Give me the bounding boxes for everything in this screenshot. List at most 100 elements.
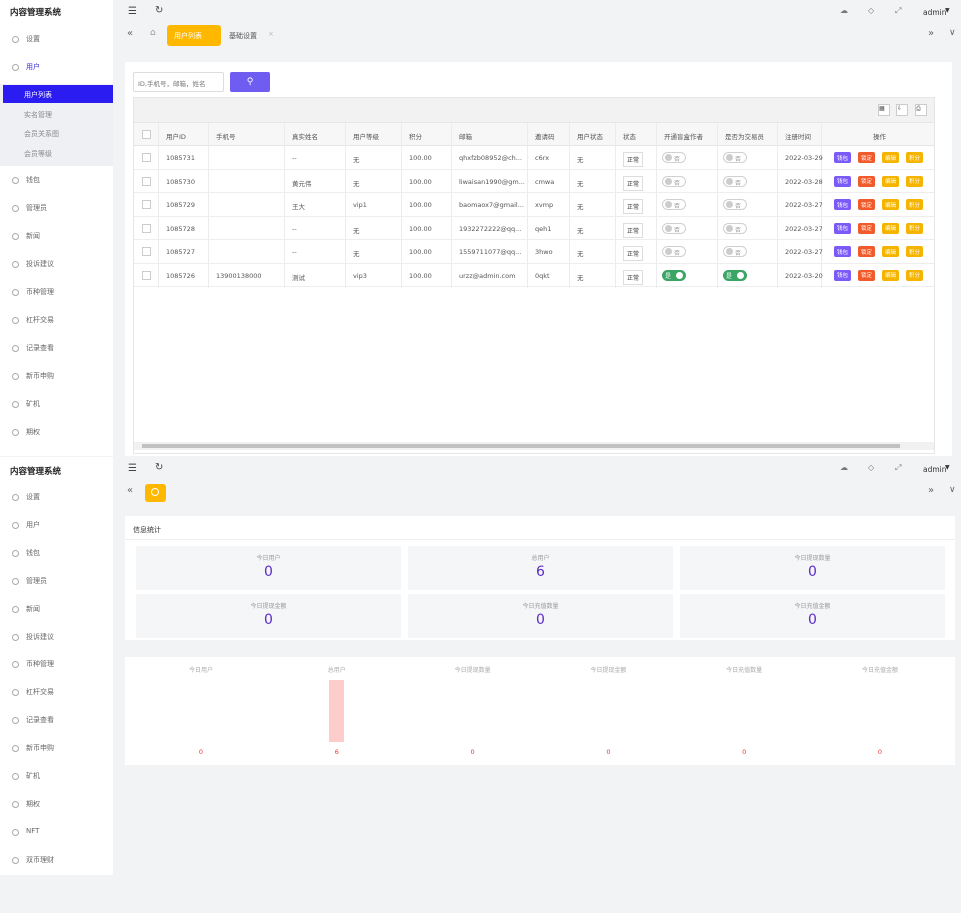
menu-item[interactable]: 杠杆交易: [26, 688, 54, 697]
submenu-item[interactable]: 用户列表: [24, 91, 52, 99]
tab-next[interactable]: »: [928, 485, 935, 496]
menu-item[interactable]: 管理员: [26, 576, 47, 585]
menu-item[interactable]: 记录查看: [26, 344, 54, 352]
submenu-item[interactable]: 会员关系图: [24, 130, 59, 138]
header-icon[interactable]: ☁: [840, 6, 848, 15]
row-checkbox[interactable]: [142, 200, 151, 209]
action-button[interactable]: 编辑: [882, 269, 899, 281]
action-button[interactable]: 钱包: [834, 152, 851, 163]
menu-item[interactable]: 设置: [26, 35, 40, 43]
menu-item[interactable]: 钱包: [26, 176, 40, 184]
action-button[interactable]: 积分: [906, 175, 923, 187]
menu-item[interactable]: 期权: [26, 428, 40, 436]
menu-toggle[interactable]: ☰: [128, 6, 137, 17]
header-icon[interactable]: ⤢: [895, 463, 902, 472]
home-tab[interactable]: ⌂: [150, 28, 156, 38]
action-button[interactable]: 积分: [906, 246, 923, 257]
row-checkbox[interactable]: [142, 223, 151, 233]
menu-item[interactable]: 设置: [26, 493, 40, 501]
tab-next[interactable]: »: [928, 28, 935, 39]
switch[interactable]: 否: [723, 175, 747, 187]
tab-close[interactable]: ×: [268, 30, 274, 38]
switch[interactable]: 是: [662, 269, 686, 281]
action-button[interactable]: 编辑: [882, 222, 899, 234]
tab-prev[interactable]: «: [127, 485, 134, 496]
menu-item[interactable]: 投诉建议: [26, 632, 54, 641]
toolbar-button[interactable]: ⎙: [915, 104, 927, 116]
row-checkbox[interactable]: [142, 153, 151, 162]
switch[interactable]: 否: [723, 246, 747, 257]
menu-item[interactable]: 管理员: [26, 204, 47, 212]
switch[interactable]: 否: [662, 152, 686, 163]
menu-item[interactable]: 用户: [26, 63, 40, 71]
submenu-item[interactable]: 会员等级: [24, 150, 52, 158]
header-icon[interactable]: ☁: [840, 463, 848, 472]
action-button[interactable]: 锁定: [858, 246, 875, 257]
menu-item[interactable]: 币种管理: [26, 660, 54, 669]
search-button[interactable]: ⚲: [230, 72, 270, 92]
action-button[interactable]: 钱包: [834, 175, 851, 187]
action-button[interactable]: 钱包: [834, 199, 851, 210]
switch[interactable]: 否: [662, 246, 686, 257]
search-input[interactable]: ID,手机号，邮箱，姓名: [133, 72, 224, 92]
action-button[interactable]: 积分: [906, 152, 923, 163]
action-button[interactable]: 锁定: [858, 222, 875, 234]
menu-item[interactable]: 杠杆交易: [26, 316, 54, 324]
user-name[interactable]: admin: [923, 465, 947, 474]
tab-prev[interactable]: «: [127, 28, 134, 39]
menu-item[interactable]: 记录查看: [26, 716, 54, 725]
menu-item[interactable]: 投诉建议: [26, 260, 54, 268]
menu-item[interactable]: 币种管理: [26, 288, 54, 296]
menu-item[interactable]: 新闻: [26, 604, 40, 613]
action-button[interactable]: 编辑: [882, 246, 899, 257]
menu-item[interactable]: 矿机: [26, 772, 40, 780]
row-checkbox[interactable]: [142, 270, 151, 280]
action-button[interactable]: 锁定: [858, 175, 875, 187]
switch[interactable]: 否: [723, 222, 747, 234]
menu-item[interactable]: 钱包: [26, 548, 40, 557]
menu-item[interactable]: 新币申购: [26, 744, 54, 753]
tab-menu[interactable]: ∨: [949, 28, 956, 38]
action-button[interactable]: 锁定: [858, 152, 875, 163]
action-button[interactable]: 钱包: [834, 246, 851, 257]
menu-item[interactable]: 双币理财: [26, 855, 54, 864]
switch[interactable]: 否: [723, 152, 747, 163]
switch[interactable]: 是: [723, 269, 747, 281]
action-button[interactable]: 锁定: [858, 199, 875, 210]
switch[interactable]: 否: [662, 199, 686, 210]
menu-item[interactable]: 用户: [26, 520, 40, 529]
tab[interactable]: 基础设置: [229, 32, 257, 40]
header-checkbox[interactable]: [142, 130, 151, 139]
header-icon[interactable]: ◇: [868, 463, 875, 472]
header-icon[interactable]: ◇: [868, 6, 875, 15]
row-checkbox[interactable]: [142, 247, 151, 256]
action-button[interactable]: 编辑: [882, 175, 899, 187]
action-button[interactable]: 锁定: [858, 269, 875, 281]
header-icon[interactable]: ⤢: [895, 6, 902, 15]
action-button[interactable]: 编辑: [882, 199, 899, 210]
switch[interactable]: 否: [662, 222, 686, 234]
menu-item[interactable]: 期权: [26, 799, 40, 808]
menu-item[interactable]: 矿机: [26, 400, 40, 408]
tab-active[interactable]: 用户列表: [167, 25, 221, 46]
refresh[interactable]: ↻: [155, 462, 164, 473]
row-checkbox[interactable]: [142, 176, 151, 186]
menu-item[interactable]: 新闻: [26, 232, 40, 240]
toolbar-button[interactable]: ⇩: [896, 104, 908, 116]
action-button[interactable]: 积分: [906, 222, 923, 234]
toolbar-button[interactable]: ▦: [878, 104, 890, 116]
menu-item[interactable]: 新币申购: [26, 372, 54, 380]
action-button[interactable]: 编辑: [882, 152, 899, 163]
switch[interactable]: 否: [662, 175, 686, 187]
home-tab[interactable]: [145, 484, 166, 502]
action-button[interactable]: 钱包: [834, 222, 851, 234]
user-name[interactable]: admin: [923, 8, 947, 17]
tab-menu[interactable]: ∨: [949, 485, 956, 495]
action-button[interactable]: 积分: [906, 269, 923, 281]
action-button[interactable]: 钱包: [834, 269, 851, 281]
refresh[interactable]: ↻: [155, 5, 164, 16]
switch[interactable]: 否: [723, 199, 747, 210]
menu-toggle[interactable]: ☰: [128, 463, 137, 474]
menu-item[interactable]: NFT: [26, 826, 40, 835]
action-button[interactable]: 积分: [906, 199, 923, 210]
